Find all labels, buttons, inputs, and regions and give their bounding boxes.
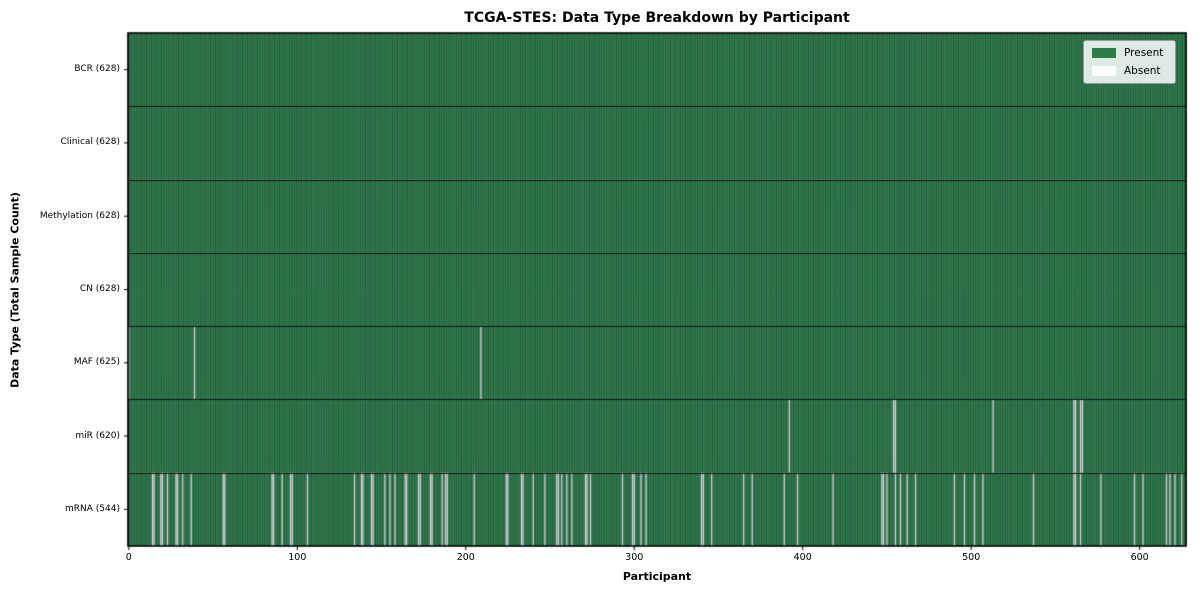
legend-entry-present: Present xyxy=(1092,47,1167,59)
y-tick-label-methylation: Methylation (628) xyxy=(39,210,120,221)
legend-label-absent: Absent xyxy=(1124,65,1161,77)
x-tick-label-0: 0 xyxy=(125,552,132,563)
legend: Present Absent xyxy=(1083,40,1176,84)
x-axis-label: Participant xyxy=(622,570,692,583)
y-tick-label-maf: MAF (625) xyxy=(73,357,120,368)
y-tick-label-cn: CN (628) xyxy=(79,284,120,294)
x-tick-label-200: 200 xyxy=(456,552,475,563)
legend-entry-absent: Absent xyxy=(1092,65,1167,77)
y-tick-label-mir: miR (620) xyxy=(75,430,120,441)
y-tick-label-clinical: Clinical (628) xyxy=(60,137,120,148)
x-tick-label-500: 500 xyxy=(962,552,981,563)
chart-title: TCGA-STES: Data Type Breakdown by Partic… xyxy=(464,10,850,26)
x-tick-label-300: 300 xyxy=(625,552,644,563)
legend-label-present: Present xyxy=(1124,47,1164,59)
x-tick-label-600: 600 xyxy=(1130,552,1149,563)
x-tick-label-400: 400 xyxy=(793,552,812,563)
y-tick-label-bcr: BCR (628) xyxy=(74,64,120,75)
y-tick-label-mrna: mRNA (544) xyxy=(65,503,120,514)
legend-swatch-absent xyxy=(1092,66,1116,76)
x-tick-label-100: 100 xyxy=(288,552,307,563)
legend-swatch-present xyxy=(1092,48,1116,58)
